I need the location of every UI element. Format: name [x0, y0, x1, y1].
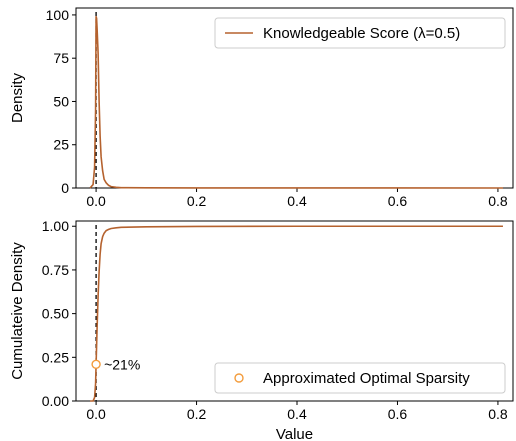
y-tick-label: 1.00 — [42, 218, 69, 234]
legend: Knowledgeable Score (λ=0.5) — [214, 17, 506, 49]
x-tick-label: 0.8 — [488, 193, 508, 209]
x-tick-label: 0.2 — [187, 406, 207, 422]
y-axis-label: Density — [9, 72, 26, 123]
legend-box — [214, 362, 506, 394]
x-tick-label: 0.6 — [388, 193, 408, 209]
x-tick-label: 0.4 — [287, 193, 307, 209]
legend: Approximated Optimal Sparsity — [214, 362, 506, 394]
y-tick-label: 75 — [53, 50, 69, 66]
x-tick-label: 0.4 — [287, 406, 307, 422]
legend-entry-label: Approximated Optimal Sparsity — [263, 370, 470, 387]
y-axis-label: Cumulateive Density — [9, 242, 26, 380]
legend-box — [214, 17, 506, 49]
x-tick-label: 0.8 — [488, 406, 508, 422]
x-tick-label: 0.6 — [388, 406, 408, 422]
y-tick-label: 0.00 — [42, 393, 69, 409]
x-tick-label: 0.2 — [187, 193, 207, 209]
sparsity-annotation: ~21% — [104, 356, 140, 372]
y-tick-label: 0.25 — [42, 349, 69, 365]
x-tick-label: 0.0 — [86, 406, 106, 422]
series-line — [90, 225, 503, 402]
legend-marker-swatch — [234, 373, 244, 383]
y-tick-label: 50 — [53, 93, 69, 109]
x-tick-label: 0.0 — [86, 193, 106, 209]
x-axis-label: Value — [276, 426, 313, 441]
optimal-sparsity-marker — [91, 359, 101, 370]
series-line — [89, 15, 503, 189]
y-tick-label: 0.75 — [42, 262, 69, 278]
cumulative-density-panel: 0.0 0.2 0.4 0.6 0.8 0.00 0.25 0.50 0.75 1.00 Cumul… — [9, 218, 514, 441]
y-tick-label: 0.50 — [42, 306, 69, 322]
y-tick-label: 0 — [61, 180, 69, 196]
legend-entry-label: Knowledgeable Score (λ=0.5) — [263, 25, 460, 42]
density-panel: 0.0 0.2 0.4 0.6 0.8 0 25 50 75 100 Density Knowledg… — [9, 7, 514, 209]
y-tick-label: 100 — [46, 7, 70, 23]
plot-frame — [75, 220, 514, 402]
y-tick-label: 25 — [53, 137, 69, 153]
